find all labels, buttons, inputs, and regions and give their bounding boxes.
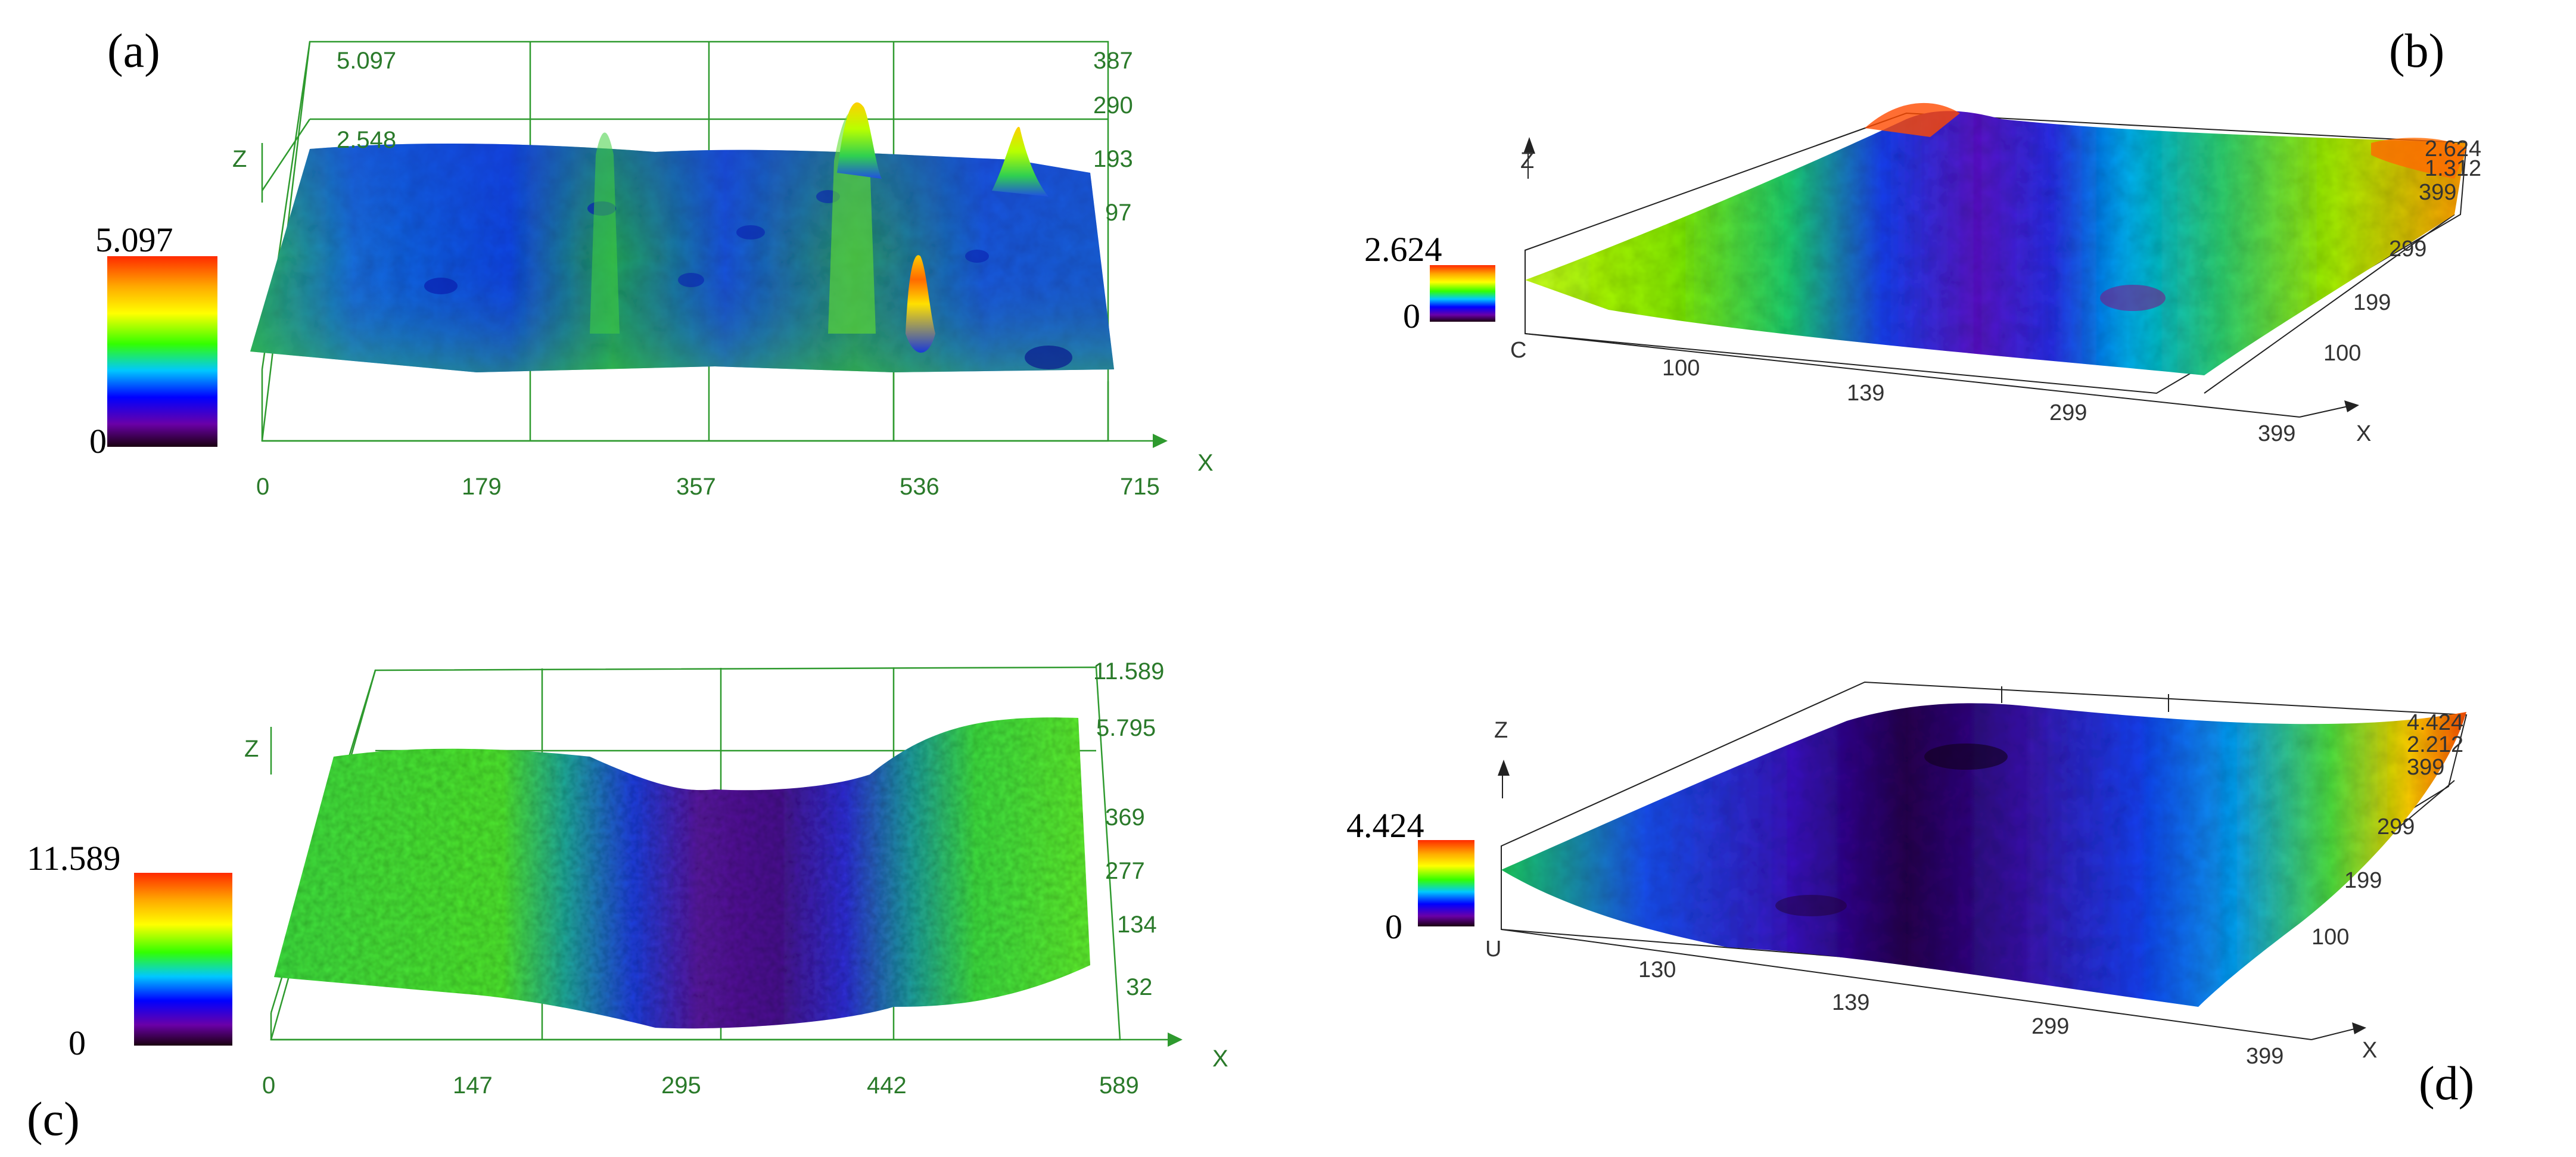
panel-a-x-tick: 715 (1120, 474, 1160, 500)
panel-c-x-tick: 0 (262, 1072, 275, 1099)
panel-b-x-label: X (2356, 421, 2371, 446)
panel-d-colorbar (1418, 840, 1474, 926)
panel-d-y-tick: 299 (2377, 814, 2415, 839)
panel-d-colorbar-min: 0 (1385, 907, 1402, 946)
panel-d-colorbar-max: 4.424 (1346, 806, 1424, 845)
panel-d-x-tick: U (1485, 937, 1501, 962)
panel-b-x-tick: 100 (1662, 356, 1700, 381)
panel-c-label: (c) (27, 1093, 80, 1146)
panel-c-z-tick-max: 11.589 (1093, 658, 1164, 685)
panel-a-colorbar-min: 0 (89, 422, 107, 461)
panel-b-x-tick: 139 (1847, 381, 1884, 406)
panel-d-x-tick: 130 (1638, 957, 1676, 982)
panel-b-z-tick-max: 2.624 (2425, 136, 2481, 161)
panel-c-surface (274, 717, 1090, 1029)
panel-c-colorbar-min: 0 (69, 1024, 86, 1062)
panel-b-x-arrow (2344, 400, 2359, 412)
panel-c-x-label: X (1212, 1046, 1228, 1072)
panel-b-x-tick: C (1510, 338, 1526, 363)
panel-d-x-tick: 139 (1832, 990, 1869, 1015)
panel-d-y-tick: 399 (2407, 755, 2444, 780)
panel-b-y-tick: 199 (2353, 290, 2391, 315)
panel-a-colorbar-max: 5.097 (95, 220, 173, 259)
panel-d-label: (d) (2419, 1058, 2474, 1110)
panel-d-surface (1501, 703, 2466, 1007)
panel-b-y-tick: 100 (2323, 341, 2361, 366)
panel-b-z-label: Z (1520, 148, 1534, 173)
panel-c-y-tick: 134 (1117, 912, 1157, 938)
panel-b-colorbar-min: 0 (1403, 297, 1420, 335)
panel-d-x-label: X (2362, 1038, 2377, 1063)
panel-c-x-tick: 147 (453, 1072, 493, 1099)
panel-c-z-label: Z (244, 736, 259, 762)
panel-a-colorbar (107, 256, 217, 447)
panel-c-y-tick: 32 (1126, 974, 1153, 1000)
panel-c-colorbar (134, 873, 232, 1046)
panel-a-z-tick-mid: 2.548 (337, 127, 396, 153)
panel-c-x-tick: 442 (867, 1072, 907, 1099)
panel-a-z-label: Z (232, 146, 247, 172)
panel-a-x-tick: 536 (900, 474, 939, 500)
panel-a-x-tick: 0 (256, 474, 269, 500)
panel-c-colorbar-max: 11.589 (27, 839, 120, 878)
panel-a-y-tick: 290 (1093, 92, 1133, 119)
panel-c: (c) 11.589 0 X Z 11.589 5.795 369 277 13… (27, 658, 1228, 1146)
panel-b-label: (b) (2389, 25, 2444, 77)
panel-d-z-label: Z (1494, 718, 1508, 743)
panel-a-y-tick: 387 (1093, 48, 1133, 74)
panel-d-y-tick: 100 (2311, 925, 2349, 950)
panel-b-colorbar (1430, 265, 1495, 322)
panel-c-x-tick: 295 (661, 1072, 701, 1099)
panel-b-y-tick: 299 (2389, 237, 2426, 262)
panel-a: (a) 5.097 0 X Z (89, 25, 1214, 500)
panel-b-x-tick: 399 (2258, 421, 2295, 446)
panel-d-z-arrow (1498, 760, 1510, 776)
panel-c-y-tick: 369 (1105, 804, 1145, 831)
panel-d-z-tick-mid: 2.212 (2407, 732, 2463, 757)
panel-c-x-arrow (1168, 1032, 1183, 1047)
panel-c-y-tick: 277 (1105, 858, 1145, 884)
panel-d-x-tick: 399 (2246, 1044, 2283, 1069)
panel-a-surface (250, 102, 1114, 372)
panel-a-x-tick: 357 (676, 474, 716, 500)
panel-d-x-tick: 299 (2031, 1014, 2069, 1039)
panel-d-y-tick: 199 (2344, 868, 2382, 893)
panel-d-z-tick-max: 4.424 (2407, 710, 2463, 735)
panel-a-label: (a) (107, 25, 160, 77)
panel-b-y-tick: 399 (2419, 180, 2456, 205)
panel-a-y-tick: 193 (1093, 146, 1133, 172)
panel-d-x-arrow (2352, 1022, 2366, 1034)
panel-c-x-tick: 589 (1099, 1072, 1139, 1099)
panel-a-x-label: X (1197, 450, 1214, 476)
panel-a-z-tick-max: 5.097 (337, 48, 396, 74)
panel-b-z-tick-mid: 1.312 (2425, 156, 2481, 181)
panel-b-z-arrow (1523, 137, 1535, 154)
panel-b-x-tick: 299 (2049, 400, 2087, 425)
panel-a-x-tick: 179 (462, 474, 502, 500)
panel-b-box (1525, 112, 2468, 418)
panel-a-y-tick: 97 (1105, 200, 1132, 226)
panel-b-colorbar-max: 2.624 (1364, 230, 1442, 269)
panel-a-x-arrow (1153, 434, 1168, 448)
panel-b: (b) 2.624 0 Z X 2.624 1.312 399 299 199 … (1364, 25, 2481, 446)
panel-b-surface (1525, 102, 2466, 375)
panel-c-z-tick-mid: 5.795 (1096, 715, 1156, 741)
panel-d: (d) 4.424 0 Z X 4.424 2.212 399 299 199 … (1346, 681, 2474, 1110)
